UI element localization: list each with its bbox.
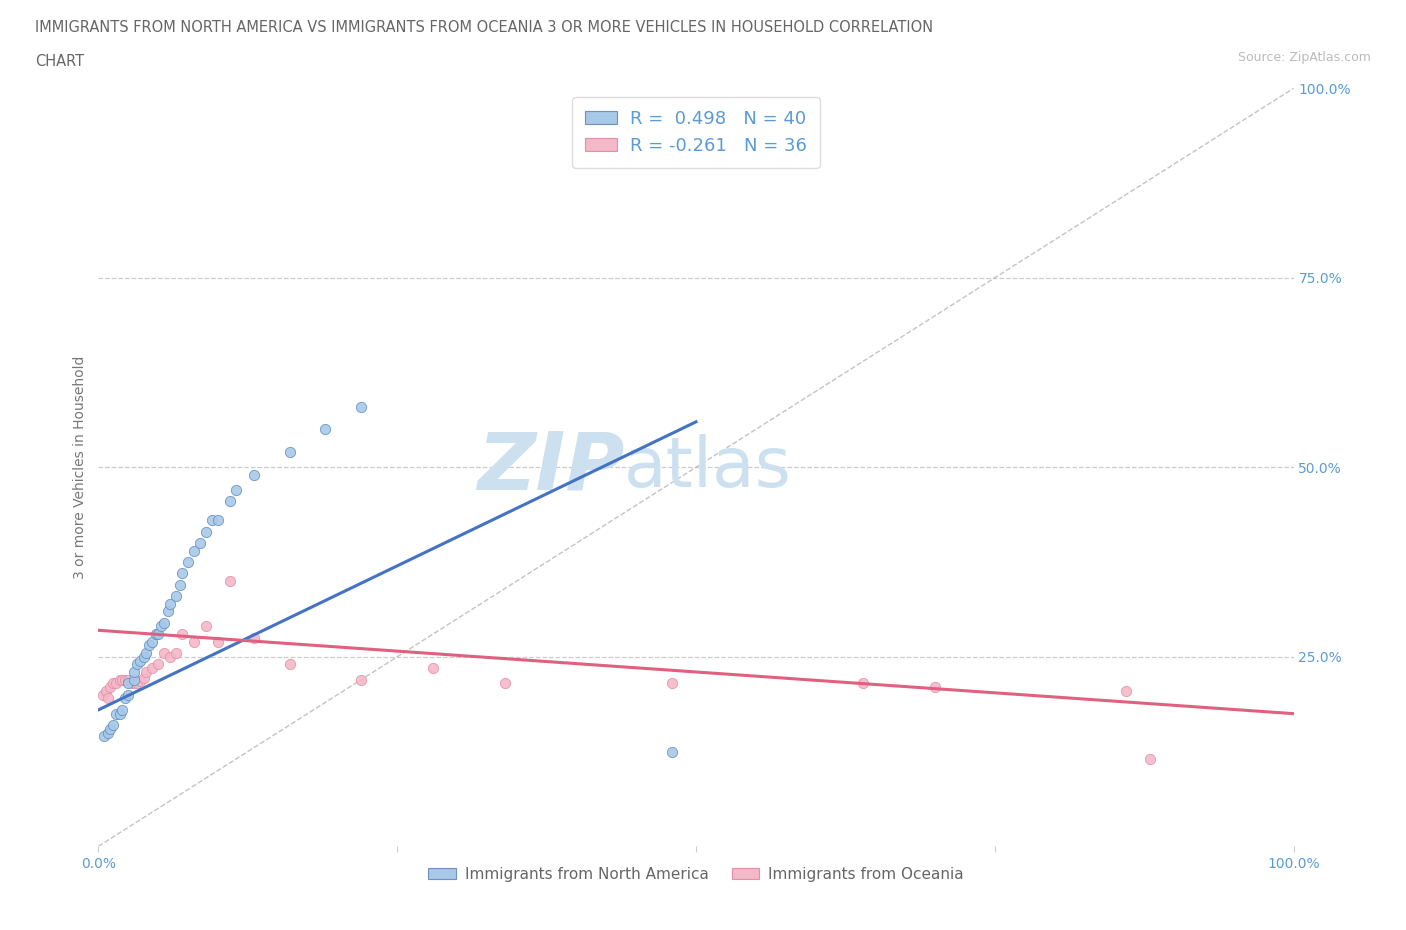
- Point: [149, 619, 172, 634]
- Point: [153, 616, 176, 631]
- Point: [201, 513, 224, 528]
- Point: [135, 645, 157, 660]
- Point: [101, 718, 124, 733]
- Point: [98, 680, 122, 695]
- Point: [97, 725, 120, 740]
- Point: [145, 627, 167, 642]
- Point: [141, 634, 163, 649]
- Point: [172, 627, 194, 642]
- Point: [243, 468, 266, 483]
- Point: [243, 631, 266, 645]
- Point: [350, 399, 373, 414]
- Y-axis label: 3 or more Vehicles in Household: 3 or more Vehicles in Household: [73, 355, 87, 579]
- Point: [924, 680, 946, 695]
- Point: [132, 649, 155, 664]
- Point: [105, 676, 128, 691]
- Point: [117, 676, 139, 691]
- Point: [156, 604, 179, 618]
- Point: [194, 619, 218, 634]
- Point: [278, 445, 301, 459]
- Point: [108, 672, 131, 687]
- Point: [141, 660, 163, 675]
- Point: [207, 634, 229, 649]
- Point: [315, 422, 337, 437]
- Point: [183, 634, 205, 649]
- Point: [117, 687, 139, 702]
- Text: IMMIGRANTS FROM NORTH AMERICA VS IMMIGRANTS FROM OCEANIA 3 OR MORE VEHICLES IN H: IMMIGRANTS FROM NORTH AMERICA VS IMMIGRA…: [35, 20, 934, 35]
- Legend: Immigrants from North America, Immigrants from Oceania: Immigrants from North America, Immigrant…: [422, 860, 970, 888]
- Text: Source: ZipAtlas.com: Source: ZipAtlas.com: [1237, 51, 1371, 64]
- Point: [114, 672, 136, 687]
- Point: [172, 566, 194, 581]
- Point: [114, 691, 136, 706]
- Point: [125, 657, 148, 671]
- Point: [108, 706, 131, 721]
- Point: [278, 657, 301, 671]
- Point: [94, 684, 117, 698]
- Point: [1139, 751, 1161, 766]
- Point: [132, 671, 155, 685]
- Point: [129, 673, 152, 688]
- Point: [105, 706, 128, 721]
- Point: [422, 660, 444, 675]
- Point: [219, 574, 242, 589]
- Point: [219, 494, 242, 509]
- Point: [148, 657, 170, 671]
- Point: [188, 536, 211, 551]
- Point: [225, 483, 247, 498]
- Point: [661, 676, 683, 691]
- Point: [121, 676, 143, 691]
- Point: [148, 627, 170, 642]
- Point: [169, 578, 191, 592]
- Point: [124, 672, 146, 687]
- Point: [93, 729, 115, 744]
- Point: [159, 649, 181, 664]
- Point: [111, 702, 134, 717]
- Point: [852, 676, 875, 691]
- Point: [183, 543, 205, 558]
- Point: [129, 653, 152, 668]
- Point: [165, 645, 187, 660]
- Point: [494, 676, 516, 691]
- Text: ZIP: ZIP: [477, 429, 624, 506]
- Point: [135, 665, 157, 680]
- Point: [111, 672, 134, 687]
- Point: [153, 645, 176, 660]
- Point: [124, 676, 146, 691]
- Point: [97, 691, 120, 706]
- Point: [125, 676, 148, 691]
- Point: [177, 554, 200, 569]
- Text: CHART: CHART: [35, 54, 84, 69]
- Point: [661, 744, 683, 759]
- Point: [207, 513, 229, 528]
- Text: atlas: atlas: [624, 433, 792, 501]
- Point: [194, 525, 218, 539]
- Point: [117, 672, 139, 687]
- Point: [350, 672, 373, 687]
- Point: [165, 589, 187, 604]
- Point: [98, 722, 122, 737]
- Point: [101, 676, 124, 691]
- Point: [138, 638, 160, 653]
- Point: [124, 665, 146, 680]
- Point: [159, 596, 181, 611]
- Point: [1115, 684, 1137, 698]
- Point: [91, 687, 114, 702]
